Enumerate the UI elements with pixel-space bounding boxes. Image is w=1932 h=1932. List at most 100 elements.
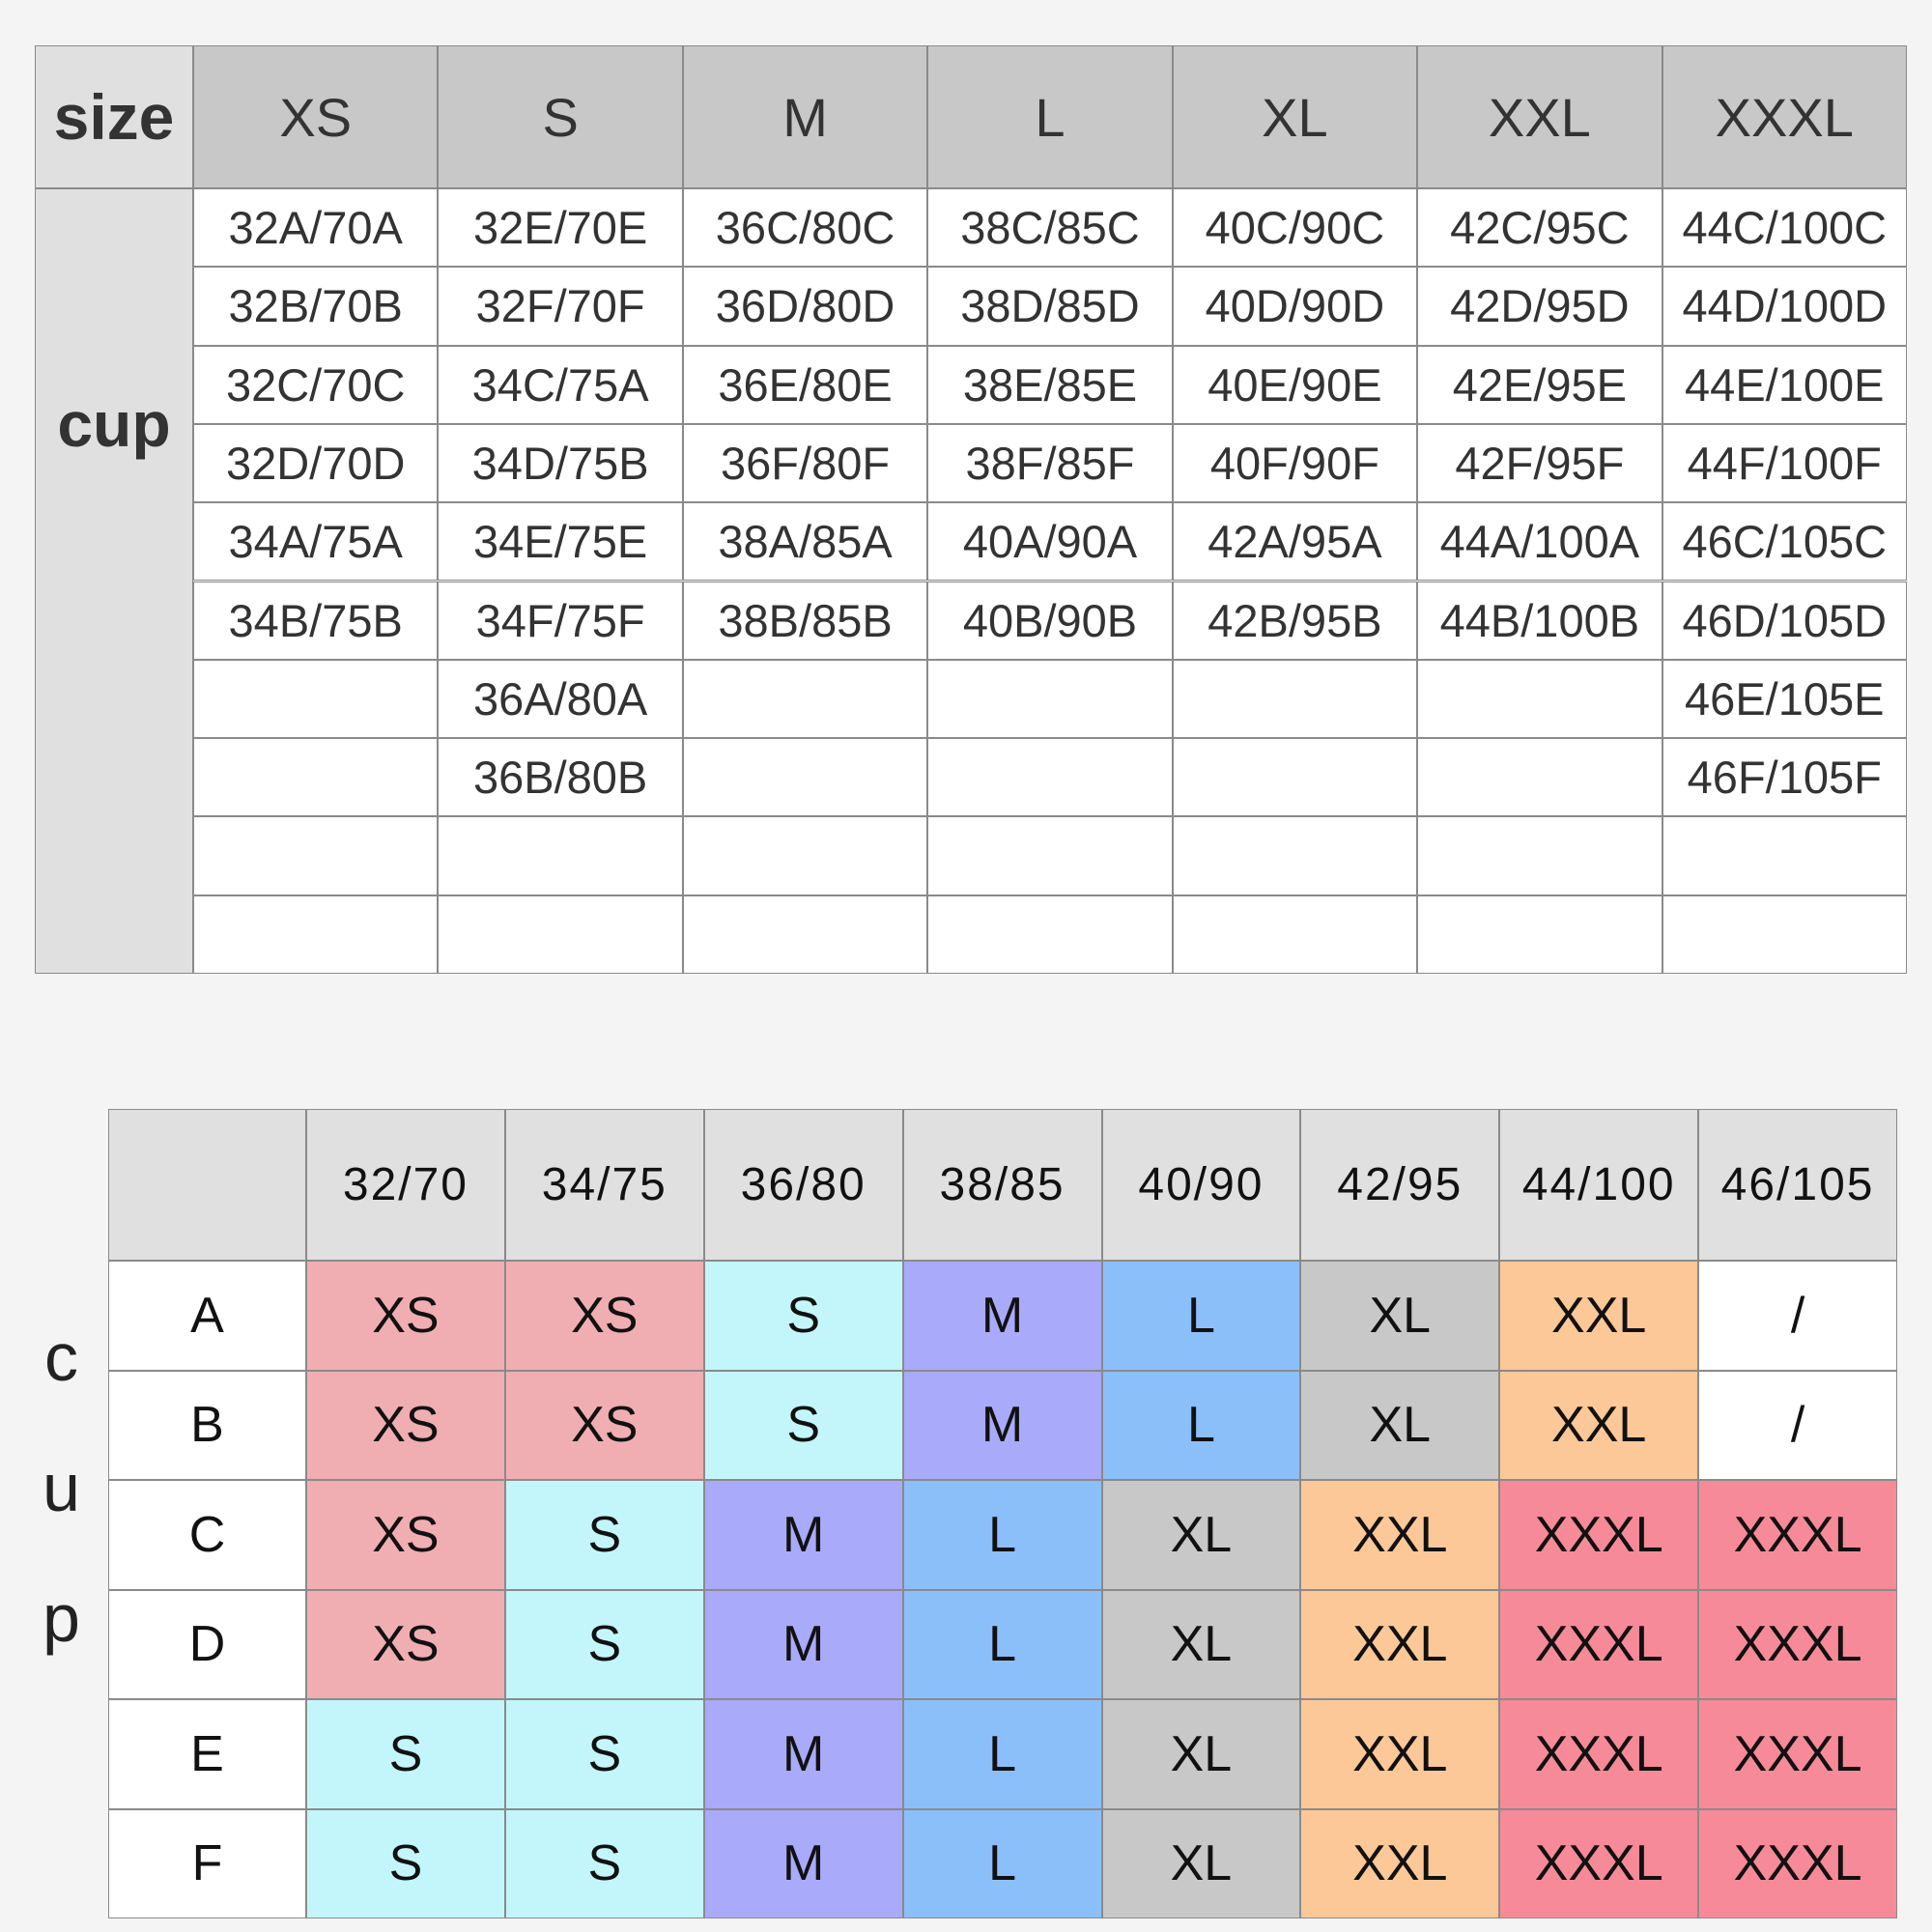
size-cell [682, 816, 928, 895]
column-header: XXL [1417, 45, 1662, 188]
size-cell: 36A/80A [438, 659, 683, 739]
size-cell: L [902, 1699, 1102, 1809]
size-cell: XXXL [1698, 1808, 1897, 1918]
size-cell: XS [306, 1261, 505, 1371]
size-cell: XXXL [1698, 1699, 1897, 1809]
column-header: 38/85 [902, 1109, 1102, 1261]
size-cell: 36E/80E [682, 345, 928, 424]
size-cell: L [902, 1589, 1102, 1699]
size-cell: S [306, 1808, 505, 1918]
column-header: M [682, 45, 928, 188]
size-cell: M [703, 1699, 903, 1809]
size-cell: M [902, 1261, 1102, 1371]
size-cell: XXL [1499, 1370, 1699, 1480]
column-header: 42/95 [1300, 1109, 1500, 1261]
size-cell: XXL [1300, 1480, 1500, 1590]
size-cell: 32B/70B [193, 267, 439, 346]
size-cell: 38A/85A [682, 502, 928, 582]
size-cell: XL [1101, 1808, 1301, 1918]
row-label [35, 188, 193, 974]
size-cell: 42D/95D [1417, 267, 1662, 346]
size-cell: 42A/95A [1172, 502, 1418, 582]
row-label: E [108, 1699, 306, 1809]
column-header: XS [193, 45, 439, 188]
size-cell: 38B/85B [682, 581, 928, 660]
size-cell [193, 738, 439, 817]
size-cell: XL [1300, 1370, 1500, 1480]
row-label: F [108, 1808, 306, 1918]
size-cell: XL [1101, 1480, 1301, 1590]
size-cell: 32A/70A [193, 188, 439, 268]
size-cell: 44C/100C [1662, 188, 1907, 268]
row-label: D [108, 1589, 306, 1699]
size-cell: 38D/85D [927, 267, 1173, 346]
size-cell: M [703, 1480, 903, 1590]
size-cell: M [703, 1589, 903, 1699]
size-cell: 40C/90C [1172, 188, 1418, 268]
size-cell: L [902, 1480, 1102, 1590]
column-header: XL [1172, 45, 1418, 188]
size-cell: 44D/100D [1662, 267, 1907, 346]
size-cell: S [504, 1699, 704, 1809]
size-cell: XXXL [1499, 1589, 1699, 1699]
size-cell: 34D/75B [438, 423, 683, 503]
row-label: B [108, 1370, 306, 1480]
size-cell: XXXL [1499, 1808, 1699, 1918]
size-cell: XS [504, 1370, 704, 1480]
size-cell: XXL [1300, 1589, 1500, 1699]
column-header: 36/80 [703, 1109, 903, 1261]
column-header: 32/70 [306, 1109, 505, 1261]
size-cell: 42C/95C [1417, 188, 1662, 268]
size-cell: 46D/105D [1662, 581, 1907, 660]
size-cell: 44E/100E [1662, 345, 1907, 424]
column-header: 46/105 [1698, 1109, 1897, 1261]
size-cell: 32C/70C [193, 345, 439, 424]
row-label: C [108, 1480, 306, 1590]
corner-cell: size [35, 45, 193, 188]
size-cell [1662, 816, 1907, 895]
size-cell: L [1101, 1261, 1301, 1371]
column-header: 34/75 [504, 1109, 704, 1261]
size-cell: XXXL [1499, 1480, 1699, 1590]
size-cell: XXXL [1698, 1589, 1897, 1699]
size-cell [682, 738, 928, 817]
size-cell: 34A/75A [193, 502, 439, 582]
size-cell: 44B/100B [1417, 581, 1662, 660]
column-header: S [438, 45, 683, 188]
size-cell [927, 659, 1173, 739]
size-cell: S [306, 1699, 505, 1809]
size-cell: 36B/80B [438, 738, 683, 817]
size-cell: XS [306, 1480, 505, 1590]
size-cell: S [504, 1589, 704, 1699]
size-cell [1417, 816, 1662, 895]
size-cell: L [1101, 1370, 1301, 1480]
size-cell: 34E/75E [438, 502, 683, 582]
size-cell [193, 659, 439, 739]
size-cell [1172, 816, 1418, 895]
size-cell: 38E/85E [927, 345, 1173, 424]
size-cell: 32E/70E [438, 188, 683, 268]
size-cell: 38C/85C [927, 188, 1173, 268]
size-cell: XXL [1300, 1808, 1500, 1918]
column-header: 44/100 [1499, 1109, 1699, 1261]
size-cell [1172, 659, 1418, 739]
size-cell: XL [1101, 1699, 1301, 1809]
size-cell: L [902, 1808, 1102, 1918]
size-cell: M [703, 1808, 903, 1918]
size-cell [927, 816, 1173, 895]
size-cell: 32F/70F [438, 267, 683, 346]
size-cell: 36D/80D [682, 267, 928, 346]
size-cell: XS [306, 1370, 505, 1480]
size-cell: 40F/90F [1172, 423, 1418, 503]
size-cell: 32D/70D [193, 423, 439, 503]
size-cell [1417, 659, 1662, 739]
size-cell: 42F/95F [1417, 423, 1662, 503]
row-label: A [108, 1261, 306, 1371]
size-cell: 46E/105E [1662, 659, 1907, 739]
size-cell [927, 895, 1173, 974]
size-cell: 46C/105C [1662, 502, 1907, 582]
size-cell [438, 895, 683, 974]
size-cell: 44F/100F [1662, 423, 1907, 503]
size-cell [1662, 895, 1907, 974]
